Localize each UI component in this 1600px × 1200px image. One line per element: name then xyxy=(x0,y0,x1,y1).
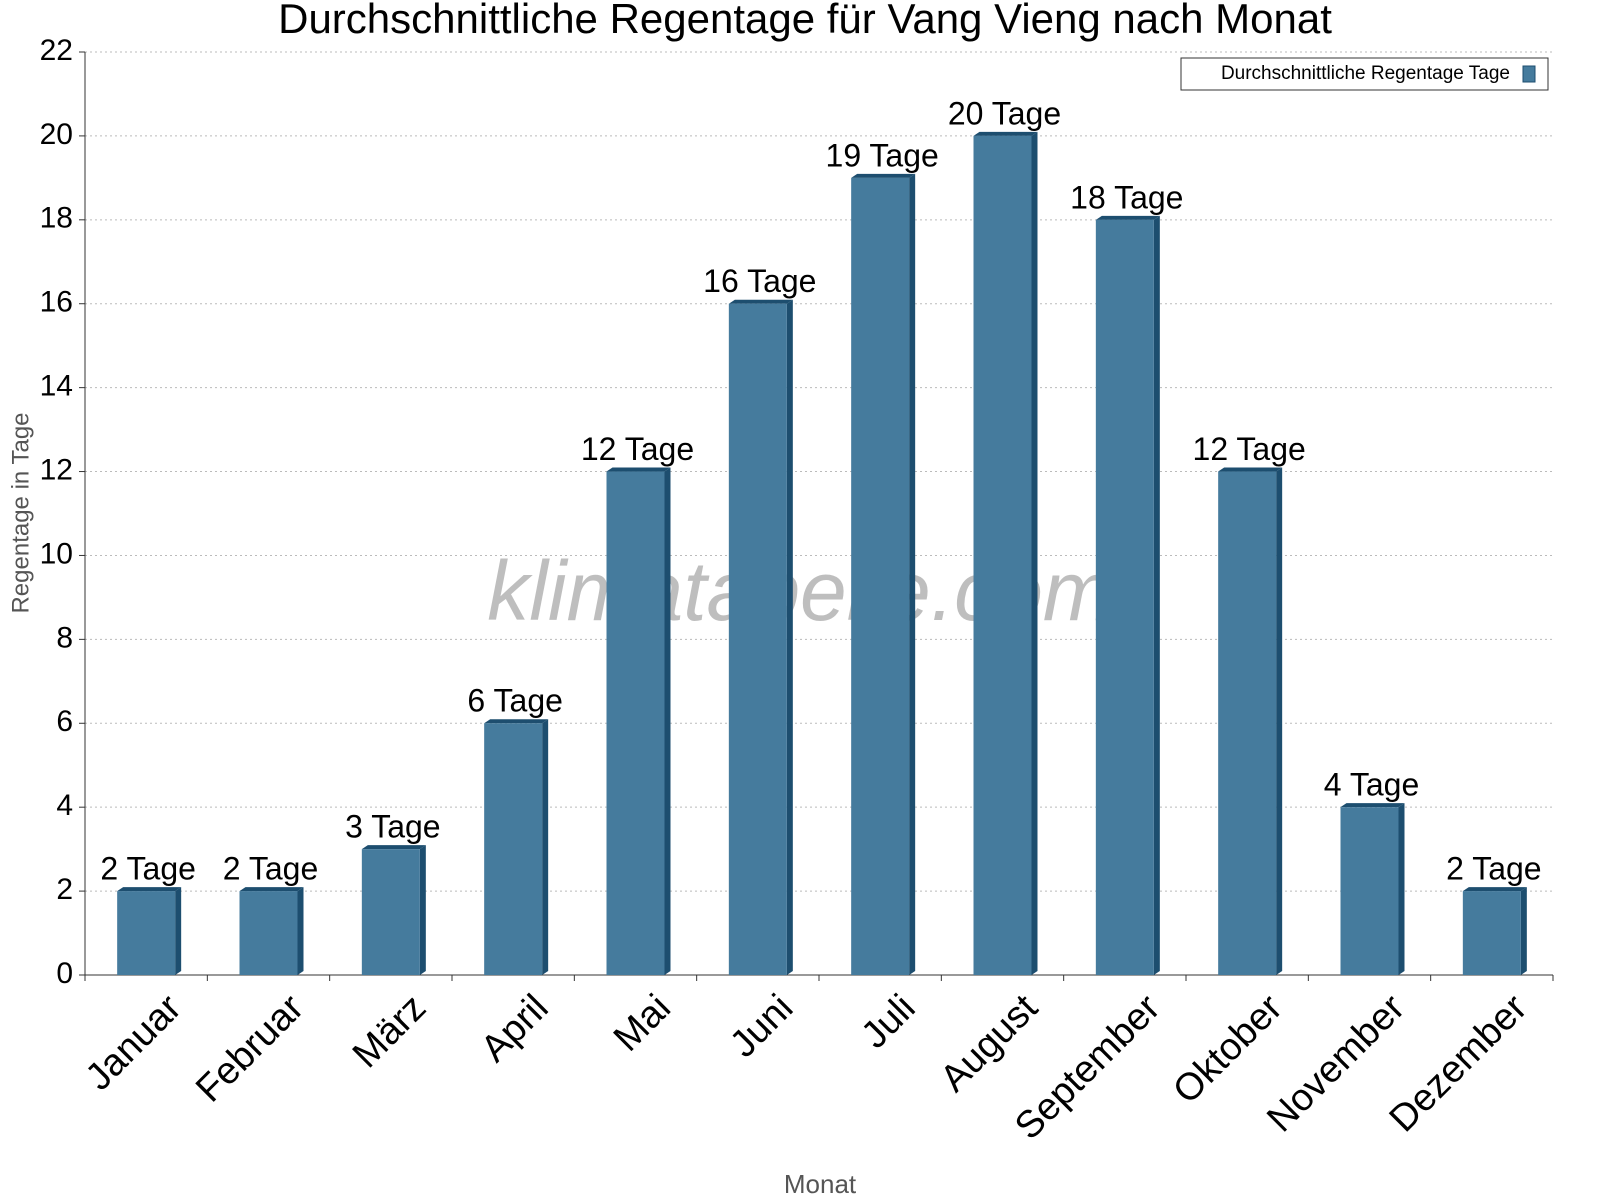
bar-side xyxy=(1520,887,1527,975)
bar-top xyxy=(1340,803,1405,808)
value-label: 18 Tage xyxy=(1070,179,1183,215)
bar xyxy=(606,471,665,975)
y-tick-label: 0 xyxy=(56,957,73,990)
bar xyxy=(973,135,1032,976)
bar-side xyxy=(1276,467,1283,975)
bar xyxy=(1340,807,1399,975)
x-tick-label: Mai xyxy=(606,987,679,1060)
value-label: 6 Tage xyxy=(467,683,563,719)
y-tick-label: 18 xyxy=(40,202,73,235)
bar-top xyxy=(484,719,549,724)
x-tick-label: März xyxy=(345,987,434,1076)
x-tick-label: Oktober xyxy=(1165,987,1291,1113)
y-axis-label: Regentage in Tage xyxy=(7,412,34,613)
bar-side xyxy=(786,299,793,975)
bar-side xyxy=(1398,803,1405,975)
bar-top xyxy=(117,887,182,892)
y-tick-label: 2 xyxy=(56,873,73,906)
y-tick-label: 20 xyxy=(40,118,73,151)
bar-top xyxy=(728,299,793,304)
bar xyxy=(1095,219,1154,975)
chart-title: Durchschnittliche Regentage für Vang Vie… xyxy=(278,0,1332,42)
value-label: 12 Tage xyxy=(581,431,694,467)
bar-top xyxy=(851,173,916,178)
value-label: 2 Tage xyxy=(1446,851,1542,887)
bar-side xyxy=(175,887,182,975)
x-tick-label: Juli xyxy=(854,987,924,1057)
bar xyxy=(728,303,787,975)
bar-side xyxy=(419,845,426,975)
bar xyxy=(1462,891,1521,975)
bar-side xyxy=(542,719,549,975)
bar-side xyxy=(909,173,916,975)
value-label: 4 Tage xyxy=(1324,767,1420,803)
bar-side xyxy=(1031,131,1038,976)
bar-side xyxy=(664,467,671,975)
x-tick-label: Juni xyxy=(722,987,801,1066)
bar-top xyxy=(1095,215,1160,220)
bar-top xyxy=(606,467,671,472)
y-tick-label: 6 xyxy=(56,705,73,738)
value-label: 3 Tage xyxy=(345,809,441,845)
legend-label: Durchschnittliche Regentage Tage xyxy=(1221,63,1510,84)
bar-side xyxy=(1153,215,1160,975)
bar xyxy=(239,891,298,975)
y-tick-label: 12 xyxy=(40,453,73,486)
bar-top xyxy=(1462,887,1527,892)
bar xyxy=(851,177,910,975)
value-label: 2 Tage xyxy=(223,851,319,887)
y-tick-label: 22 xyxy=(40,34,73,67)
bar xyxy=(361,849,420,975)
y-tick-label: 8 xyxy=(56,621,73,654)
value-label: 12 Tage xyxy=(1193,431,1306,467)
bar-top xyxy=(239,887,304,892)
bar xyxy=(1218,471,1277,975)
y-tick-label: 4 xyxy=(56,789,73,822)
x-tick-label: Februar xyxy=(188,987,312,1111)
bar-top xyxy=(973,131,1038,136)
legend-swatch xyxy=(1522,65,1536,83)
x-axis-label: Monat xyxy=(784,1169,857,1199)
value-label: 2 Tage xyxy=(100,851,196,887)
bar-top xyxy=(361,845,426,850)
bar xyxy=(484,723,543,975)
value-label: 20 Tage xyxy=(948,95,1061,131)
bar-side xyxy=(297,887,304,975)
legend-box xyxy=(1180,57,1549,91)
bar xyxy=(117,891,176,975)
x-tick-label: August xyxy=(933,986,1047,1100)
y-tick-label: 14 xyxy=(40,370,73,403)
x-tick-label: April xyxy=(473,987,556,1070)
y-tick-label: 10 xyxy=(40,537,73,570)
x-tick-label: Januar xyxy=(78,987,190,1099)
value-label: 16 Tage xyxy=(703,263,816,299)
y-tick-label: 16 xyxy=(40,286,73,319)
value-label: 19 Tage xyxy=(826,137,939,173)
bar-top xyxy=(1218,467,1283,472)
